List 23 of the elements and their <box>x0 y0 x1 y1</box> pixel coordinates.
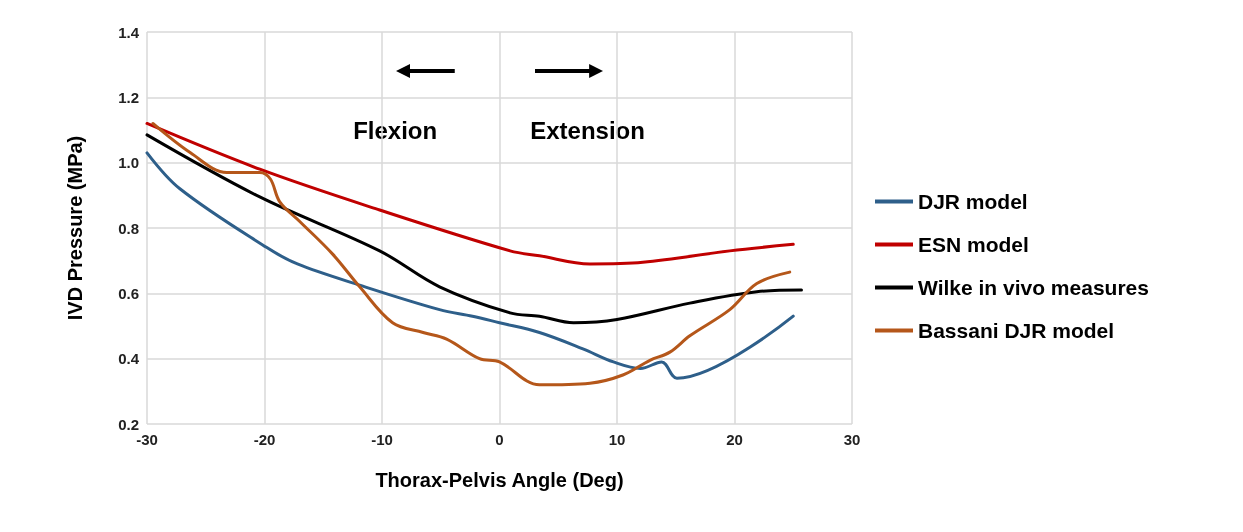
x-tick-label: -20 <box>253 431 276 448</box>
x-tick-label: 0 <box>495 431 504 448</box>
x-tick-label: 20 <box>726 431 743 448</box>
y-tick-label: 1.0 <box>118 154 139 172</box>
line-series <box>145 121 795 266</box>
x-tick-label: -30 <box>136 431 158 448</box>
y-tick-label: 0.6 <box>118 284 139 302</box>
y-tick-label: 0.4 <box>118 350 140 368</box>
legend-label: ESN model <box>918 233 1029 256</box>
annotation: Flexion <box>353 116 438 144</box>
x-tick-label: 30 <box>843 431 861 448</box>
legend-label: Bassani DJR model <box>918 319 1115 342</box>
y-tick-label: 0.2 <box>118 415 139 433</box>
legend-label: Wilke in vivo measures <box>918 276 1149 299</box>
y-tick-label: 0.8 <box>118 219 139 237</box>
y-tick-label: 1.2 <box>118 88 139 106</box>
x-tick-label: -10 <box>371 431 393 448</box>
y-tick-label: 1.4 <box>118 23 140 41</box>
annotation: Extension <box>530 116 645 144</box>
y-axis-title: IVD Pressure (MPa) <box>64 135 86 321</box>
x-tick-label: 10 <box>608 431 626 448</box>
x-axis-title: Thorax-Pelvis Angle (Deg) <box>375 469 624 491</box>
legend-label: DJR model <box>918 190 1028 213</box>
